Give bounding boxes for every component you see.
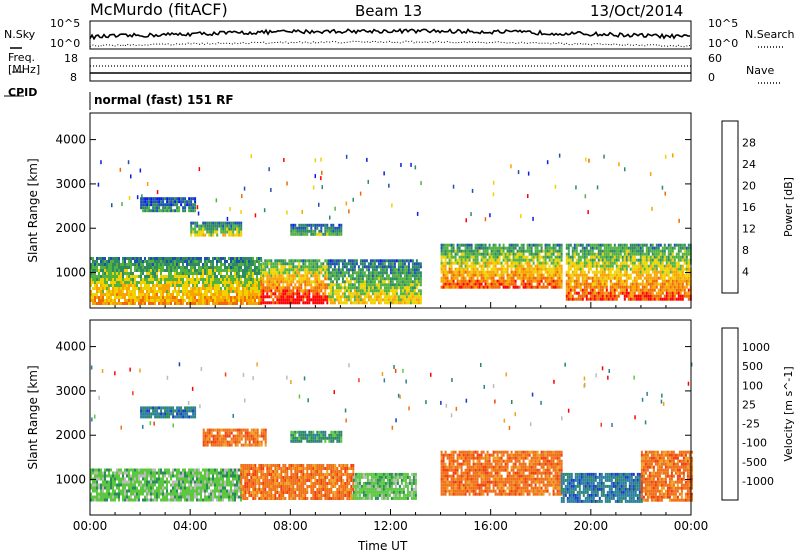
velocity-xtick-label: 00:00 xyxy=(73,519,108,533)
velocity-colorbar-tick: -500 xyxy=(742,456,767,469)
nsky-trace xyxy=(89,28,691,41)
power-colorbar-tick: 12 xyxy=(742,223,756,236)
beam-title: Beam 13 xyxy=(355,2,423,20)
velocity-ytick-label: 2000 xyxy=(55,428,86,442)
velocity-colorbar-tick: 1000 xyxy=(742,341,770,354)
nave-tick-top: 60 xyxy=(708,52,722,65)
nsky-panel-frame xyxy=(89,20,692,50)
velocity-region-5 xyxy=(640,450,693,502)
power-panel: 1000 2000 3000 4000 Slant Range [km] 28 24 20 16… xyxy=(26,112,795,309)
velocity-colorbar-tick: -1000 xyxy=(742,475,774,488)
power-scatter xyxy=(97,153,680,223)
velocity-colorbar-label: Velocity [m s^-1] xyxy=(782,366,795,461)
power-colorbar-tick: 20 xyxy=(742,180,756,193)
power-region-4 xyxy=(565,243,692,301)
power-ytick-label: 4000 xyxy=(55,133,86,147)
velocity-ytick-label: 4000 xyxy=(55,340,86,354)
power-colorbar-frame xyxy=(721,120,739,294)
power-region-2 xyxy=(327,259,422,305)
power-region-6 xyxy=(190,221,243,237)
velocity-region-0 xyxy=(90,468,242,502)
velocity-colorbar-tick: 25 xyxy=(742,398,756,411)
cpid-label: CPID xyxy=(8,86,38,99)
velocity-colorbar-tick: -25 xyxy=(742,418,760,431)
power-ylabel: Slant Range [km] xyxy=(26,158,40,262)
summary-panels xyxy=(4,20,784,110)
velocity-ylabel: Slant Range [km] xyxy=(26,365,40,469)
velocity-region-6 xyxy=(140,406,197,419)
power-colorbar-tick: 16 xyxy=(742,201,756,214)
velocity-region-4 xyxy=(560,472,643,503)
velocity-scatter xyxy=(90,362,693,430)
velocity-colorbar-tick: 500 xyxy=(742,360,763,373)
power-region-1 xyxy=(260,259,329,305)
nsky-label: N.Sky xyxy=(4,28,36,41)
power-colorbar-tick: 28 xyxy=(742,137,756,150)
velocity-region-1 xyxy=(240,464,355,500)
power-colorbar-label: Power [dB] xyxy=(782,177,795,237)
nsky-tick-top: 10^5 xyxy=(50,17,81,30)
velocity-xtick-label: 00:00 xyxy=(674,519,709,533)
velocity-colorbar-tick: -100 xyxy=(742,437,767,450)
power-region-7 xyxy=(290,223,343,236)
power-region-0 xyxy=(90,257,262,305)
freq-tick-bottom: 8 xyxy=(70,71,77,84)
freq-label: Freq. xyxy=(8,51,36,64)
power-region-3 xyxy=(440,243,563,289)
nave-label: Nave xyxy=(746,64,775,77)
velocity-region-3 xyxy=(440,450,563,496)
cpid-text: normal (fast) 151 RF xyxy=(94,93,234,107)
velocity-colorbar-frame xyxy=(721,327,739,501)
velocity-xtick-label: 04:00 xyxy=(173,519,208,533)
velocity-panel: 1000 2000 3000 4000 Slant Range [km] 00:00 04:… xyxy=(26,319,795,533)
velocity-region-8 xyxy=(290,430,343,443)
velocity-xtick-label: 12:00 xyxy=(373,519,408,533)
power-ytick-label: 2000 xyxy=(55,221,86,235)
power-region-5 xyxy=(140,197,197,213)
power-colorbar-tick: 4 xyxy=(742,266,749,279)
nsearch-tick-bottom: 10^0 xyxy=(708,37,739,50)
nsearch-label: N.Search xyxy=(745,28,795,41)
power-colorbar-tick: 24 xyxy=(742,158,756,171)
velocity-region-7 xyxy=(202,428,267,447)
velocity-xtick-label: 08:00 xyxy=(273,519,308,533)
power-ytick-label: 1000 xyxy=(55,266,86,280)
freq-tick-top: 18 xyxy=(64,52,78,65)
power-ytick-label: 3000 xyxy=(55,177,86,191)
x-axis-label: Time UT xyxy=(358,539,408,553)
nave-tick-bottom: 0 xyxy=(708,71,715,84)
nsearch-tick-top: 10^5 xyxy=(708,17,739,30)
nsky-tick-bottom: 10^0 xyxy=(50,37,81,50)
power-colorbar-tick: 8 xyxy=(742,244,749,257)
freq-panel-frame xyxy=(89,57,692,82)
freq-unit-label: [MHz] xyxy=(8,63,41,76)
velocity-ytick-label: 1000 xyxy=(55,473,86,487)
velocity-colorbar-tick: 100 xyxy=(742,379,763,392)
velocity-ytick-label: 3000 xyxy=(55,384,86,398)
velocity-region-2 xyxy=(352,472,417,500)
date-title: 13/Oct/2014 xyxy=(590,2,684,20)
velocity-xtick-label: 20:00 xyxy=(574,519,609,533)
station-title: McMurdo (fitACF) xyxy=(90,0,228,19)
velocity-xtick-label: 16:00 xyxy=(473,519,508,533)
